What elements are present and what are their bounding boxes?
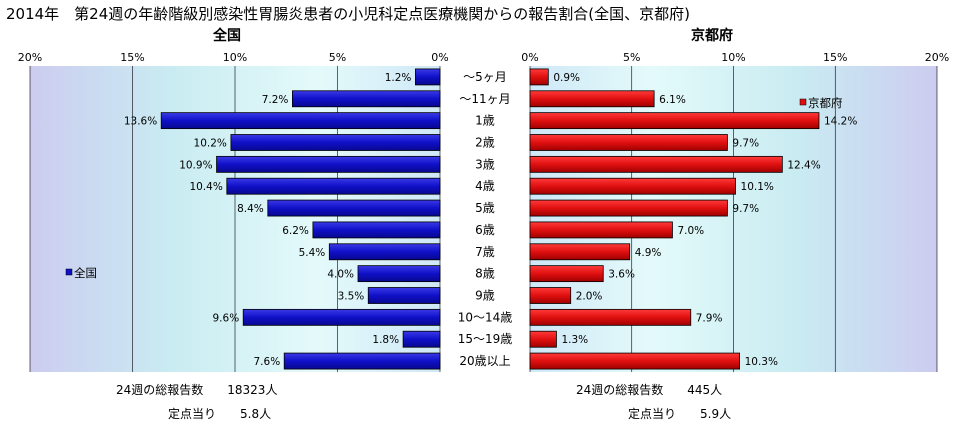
national-data-label: 8.4% xyxy=(237,203,264,215)
category-label: 15～19歳 xyxy=(458,332,513,346)
national-bar xyxy=(267,199,441,217)
category-labels: ～5ヶ月 ～11ヶ月 1歳 2歳 3歳 4歳 5歳 6歳 7歳 8歳 9歳 10～14歳 15～19歳 2… xyxy=(458,70,513,368)
kyoto-data-label: 12.4% xyxy=(787,159,820,171)
kyoto-bar xyxy=(529,177,736,195)
kyoto-data-label: 10.3% xyxy=(745,356,778,368)
national-bar xyxy=(242,308,441,326)
kyoto-bar xyxy=(529,243,631,261)
national-data-label: 6.2% xyxy=(282,225,309,237)
national-data-label: 10.2% xyxy=(194,138,227,150)
kyoto-data-label: 2.0% xyxy=(576,291,603,303)
national-total-reports: 24週の総報告数 18323人 xyxy=(116,382,277,397)
kyoto-bar xyxy=(529,90,655,108)
national-panel-title: 全国 xyxy=(212,27,241,44)
kyoto-bar xyxy=(529,221,673,239)
kyoto-data-label: 0.9% xyxy=(553,72,580,84)
kyoto-x-tick-label: 15% xyxy=(823,51,847,64)
national-x-tick-label: 5% xyxy=(329,51,346,64)
category-label: 5歳 xyxy=(475,201,495,215)
national-bar xyxy=(414,68,441,86)
kyoto-data-label: 3.6% xyxy=(608,269,635,281)
national-legend: 全国 xyxy=(65,266,97,280)
kyoto-x-tick-label: 5% xyxy=(623,51,640,64)
kyoto-bar xyxy=(529,330,557,348)
national-data-label: 7.2% xyxy=(262,94,289,106)
kyoto-data-label: 7.9% xyxy=(696,312,723,324)
kyoto-data-label: 4.9% xyxy=(635,247,662,259)
national-data-label: 9.6% xyxy=(213,312,240,324)
national-bar xyxy=(283,352,441,370)
national-bar xyxy=(291,90,441,108)
national-legend-swatch xyxy=(65,268,73,276)
kyoto-data-label: 6.1% xyxy=(659,94,686,106)
kyoto-legend: 京都府 xyxy=(799,96,843,110)
national-x-tick-label: 20% xyxy=(18,51,42,64)
kyoto-series: 0.9% 6.1% 14.2% 9.7% 12.4% 10.1% 9.7% 7.0% 4.9%3… xyxy=(529,68,857,370)
category-label: 2歳 xyxy=(475,136,495,150)
national-data-label: 13.6% xyxy=(124,116,157,128)
kyoto-total-reports: 24週の総報告数 445人 xyxy=(576,382,722,397)
national-x-tick-label: 10% xyxy=(223,51,247,64)
national-bar xyxy=(160,112,441,130)
kyoto-x-tick-label: 10% xyxy=(721,51,745,64)
kyoto-bar xyxy=(529,265,604,283)
national-data-label: 5.4% xyxy=(299,247,326,259)
kyoto-legend-swatch xyxy=(799,98,807,106)
kyoto-bar xyxy=(529,308,692,326)
national-data-label: 7.6% xyxy=(254,356,281,368)
kyoto-bar xyxy=(529,155,783,173)
national-bar xyxy=(230,134,441,151)
national-bar xyxy=(216,155,441,173)
kyoto-legend-label: 京都府 xyxy=(808,96,843,110)
national-data-label: 10.9% xyxy=(179,159,212,171)
category-label: 8歳 xyxy=(475,267,495,281)
national-data-label: 1.8% xyxy=(372,334,399,346)
national-bar xyxy=(357,265,441,283)
kyoto-bar xyxy=(529,112,820,130)
kyoto-panel-title: 京都府 xyxy=(691,27,733,44)
national-x-tick-label: 15% xyxy=(120,51,144,64)
kyoto-bar xyxy=(529,134,728,151)
national-data-label: 3.5% xyxy=(338,291,365,303)
national-data-label: 4.0% xyxy=(327,269,354,281)
tick-labels: 20% 15% 10% 5% 0% 0% 5% 10% 15% 20% xyxy=(18,51,949,64)
kyoto-data-label: 1.3% xyxy=(561,334,588,346)
category-label: 1歳 xyxy=(475,114,495,128)
kyoto-data-label: 10.1% xyxy=(741,181,774,193)
national-series: 1.2% 7.2% 13.6% 10.2% 10.9% 10.4% 8.4% 6.2% 5.4%… xyxy=(124,68,441,370)
category-label: ～11ヶ月 xyxy=(459,92,510,106)
national-legend-label: 全国 xyxy=(74,266,97,280)
kyoto-bar xyxy=(529,287,572,304)
national-bar xyxy=(367,287,441,304)
national-bar xyxy=(226,177,441,195)
national-bar xyxy=(328,243,441,261)
national-bar xyxy=(312,221,441,239)
kyoto-data-label: 14.2% xyxy=(824,116,857,128)
national-x-tick-label: 0% xyxy=(431,51,448,64)
national-per-sentinel: 定点当り 5.8人 xyxy=(168,406,271,421)
chart-title: 2014年 第24週の年齢階級別感染性胃腸炎患者の小児科定点医療機関からの報告割… xyxy=(6,5,690,23)
category-label: 7歳 xyxy=(475,245,495,259)
kyoto-data-label: 9.7% xyxy=(732,203,759,215)
category-label: 10～14歳 xyxy=(458,310,513,324)
kyoto-per-sentinel: 定点当り 5.9人 xyxy=(628,406,731,421)
kyoto-bar xyxy=(529,199,728,217)
category-label: ～5ヶ月 xyxy=(463,70,507,84)
kyoto-x-tick-label: 20% xyxy=(925,51,949,64)
national-data-label: 10.4% xyxy=(189,181,222,193)
kyoto-data-label: 7.0% xyxy=(677,225,704,237)
kyoto-x-tick-label: 0% xyxy=(521,51,538,64)
kyoto-data-label: 9.7% xyxy=(732,138,759,150)
category-label: 4歳 xyxy=(475,179,495,193)
category-label: 9歳 xyxy=(475,289,495,303)
category-label: 20歳以上 xyxy=(459,354,510,368)
category-label: 6歳 xyxy=(475,223,495,237)
category-label: 3歳 xyxy=(475,157,495,171)
national-bar xyxy=(402,330,441,348)
national-data-label: 1.2% xyxy=(385,72,412,84)
kyoto-bar xyxy=(529,68,549,86)
kyoto-bar xyxy=(529,352,741,370)
